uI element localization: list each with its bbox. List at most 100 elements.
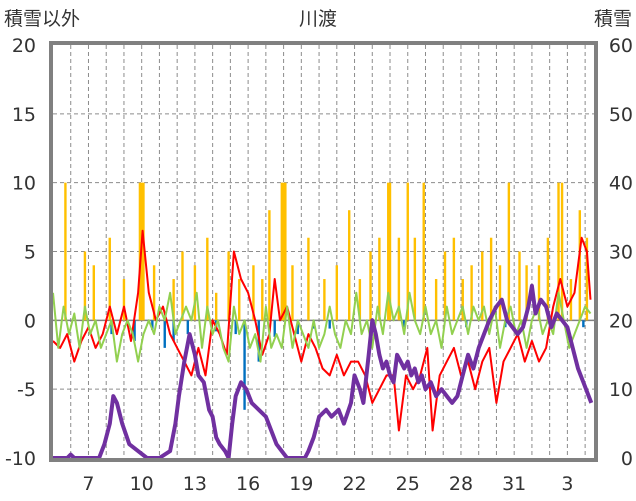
x-tick-label: 7 <box>82 473 94 495</box>
bar <box>243 320 246 410</box>
bar <box>461 279 464 321</box>
x-tick-label: 25 <box>396 473 420 495</box>
bar <box>296 320 299 335</box>
left-axis-label: 積雪以外 <box>4 8 80 30</box>
x-tick-label: 19 <box>289 473 313 495</box>
plot-frame <box>49 41 598 462</box>
bar <box>369 251 372 321</box>
x-tick-label: 10 <box>130 473 154 495</box>
left-tick-label: 5 <box>24 242 36 264</box>
series-line <box>53 283 594 460</box>
gridlines <box>53 45 594 458</box>
left-tick-label: -5 <box>17 379 36 401</box>
bar <box>323 279 326 321</box>
bar <box>498 265 502 321</box>
left-tick-label: 0 <box>24 310 36 332</box>
right-tick-label: 30 <box>609 242 633 264</box>
bar <box>268 210 271 321</box>
bar <box>387 182 390 321</box>
right-tick-label: 0 <box>621 448 633 470</box>
bar <box>546 237 550 321</box>
bar <box>284 182 287 321</box>
bar <box>108 237 111 321</box>
bar <box>133 320 136 341</box>
bar-series <box>64 182 589 410</box>
right-tick-label: 10 <box>609 379 633 401</box>
bar <box>92 265 95 321</box>
bar <box>525 265 528 321</box>
bar <box>358 279 362 321</box>
bar <box>443 251 447 321</box>
bar <box>434 279 438 321</box>
bar <box>335 265 339 321</box>
bar <box>193 265 197 321</box>
bar <box>64 182 67 321</box>
bar <box>413 237 417 321</box>
bar <box>181 251 184 321</box>
bar <box>537 265 541 321</box>
bar <box>138 182 142 321</box>
bar <box>142 182 145 321</box>
bar <box>406 182 409 321</box>
x-tick-label: 13 <box>183 473 207 495</box>
bar <box>560 182 564 321</box>
bar <box>452 237 456 321</box>
series-line <box>52 229 592 432</box>
bar <box>518 251 521 321</box>
bar <box>122 279 126 321</box>
bar <box>163 320 166 348</box>
bar <box>83 251 87 321</box>
bar <box>206 237 209 321</box>
x-tick-label: 31 <box>502 473 526 495</box>
right-tick-label: 20 <box>609 310 633 332</box>
right-tick-label: 50 <box>609 104 633 126</box>
bar <box>273 320 276 337</box>
bar <box>470 265 473 321</box>
bar <box>507 182 511 321</box>
x-tick-label: 16 <box>236 473 260 495</box>
x-tick-label: 3 <box>561 473 573 495</box>
bar <box>481 251 484 321</box>
bar <box>291 265 294 321</box>
left-tick-label: 20 <box>12 35 36 57</box>
bar <box>348 210 351 321</box>
right-axis-label: 積雪 <box>594 8 632 30</box>
bar <box>422 182 425 321</box>
bar <box>227 251 230 321</box>
bar <box>397 237 401 321</box>
bar <box>234 320 237 335</box>
bar <box>172 320 175 341</box>
bar <box>582 320 585 328</box>
line-series <box>52 229 594 460</box>
left-tick-label: 15 <box>12 104 36 126</box>
bar <box>328 320 331 329</box>
bar <box>557 182 560 321</box>
left-tick-label: 10 <box>12 173 36 195</box>
bar <box>186 320 190 335</box>
bar <box>378 237 381 321</box>
right-tick-label: 40 <box>609 173 633 195</box>
bar <box>238 279 241 321</box>
bar <box>172 279 175 321</box>
left-tick-label: -10 <box>5 448 36 470</box>
bar <box>489 237 493 321</box>
bar <box>307 237 310 321</box>
x-tick-label: 28 <box>449 473 473 495</box>
x-tick-label: 22 <box>342 473 366 495</box>
bar <box>403 320 406 328</box>
bar <box>252 265 255 321</box>
bar <box>585 237 589 321</box>
bar <box>214 292 218 321</box>
bar <box>578 210 582 321</box>
bar <box>280 182 284 321</box>
chart-title: 川渡 <box>299 8 337 30</box>
bar <box>388 182 392 321</box>
axes: -10 -5 0 5 10 15 20 0 10 20 30 40 50 60 7 10 13 16 19 22 25 2… <box>5 35 633 495</box>
bar <box>261 279 264 321</box>
bar <box>282 182 285 321</box>
bar <box>151 320 154 330</box>
series-line <box>52 291 592 363</box>
bar <box>152 265 156 321</box>
right-tick-label: 60 <box>609 35 633 57</box>
